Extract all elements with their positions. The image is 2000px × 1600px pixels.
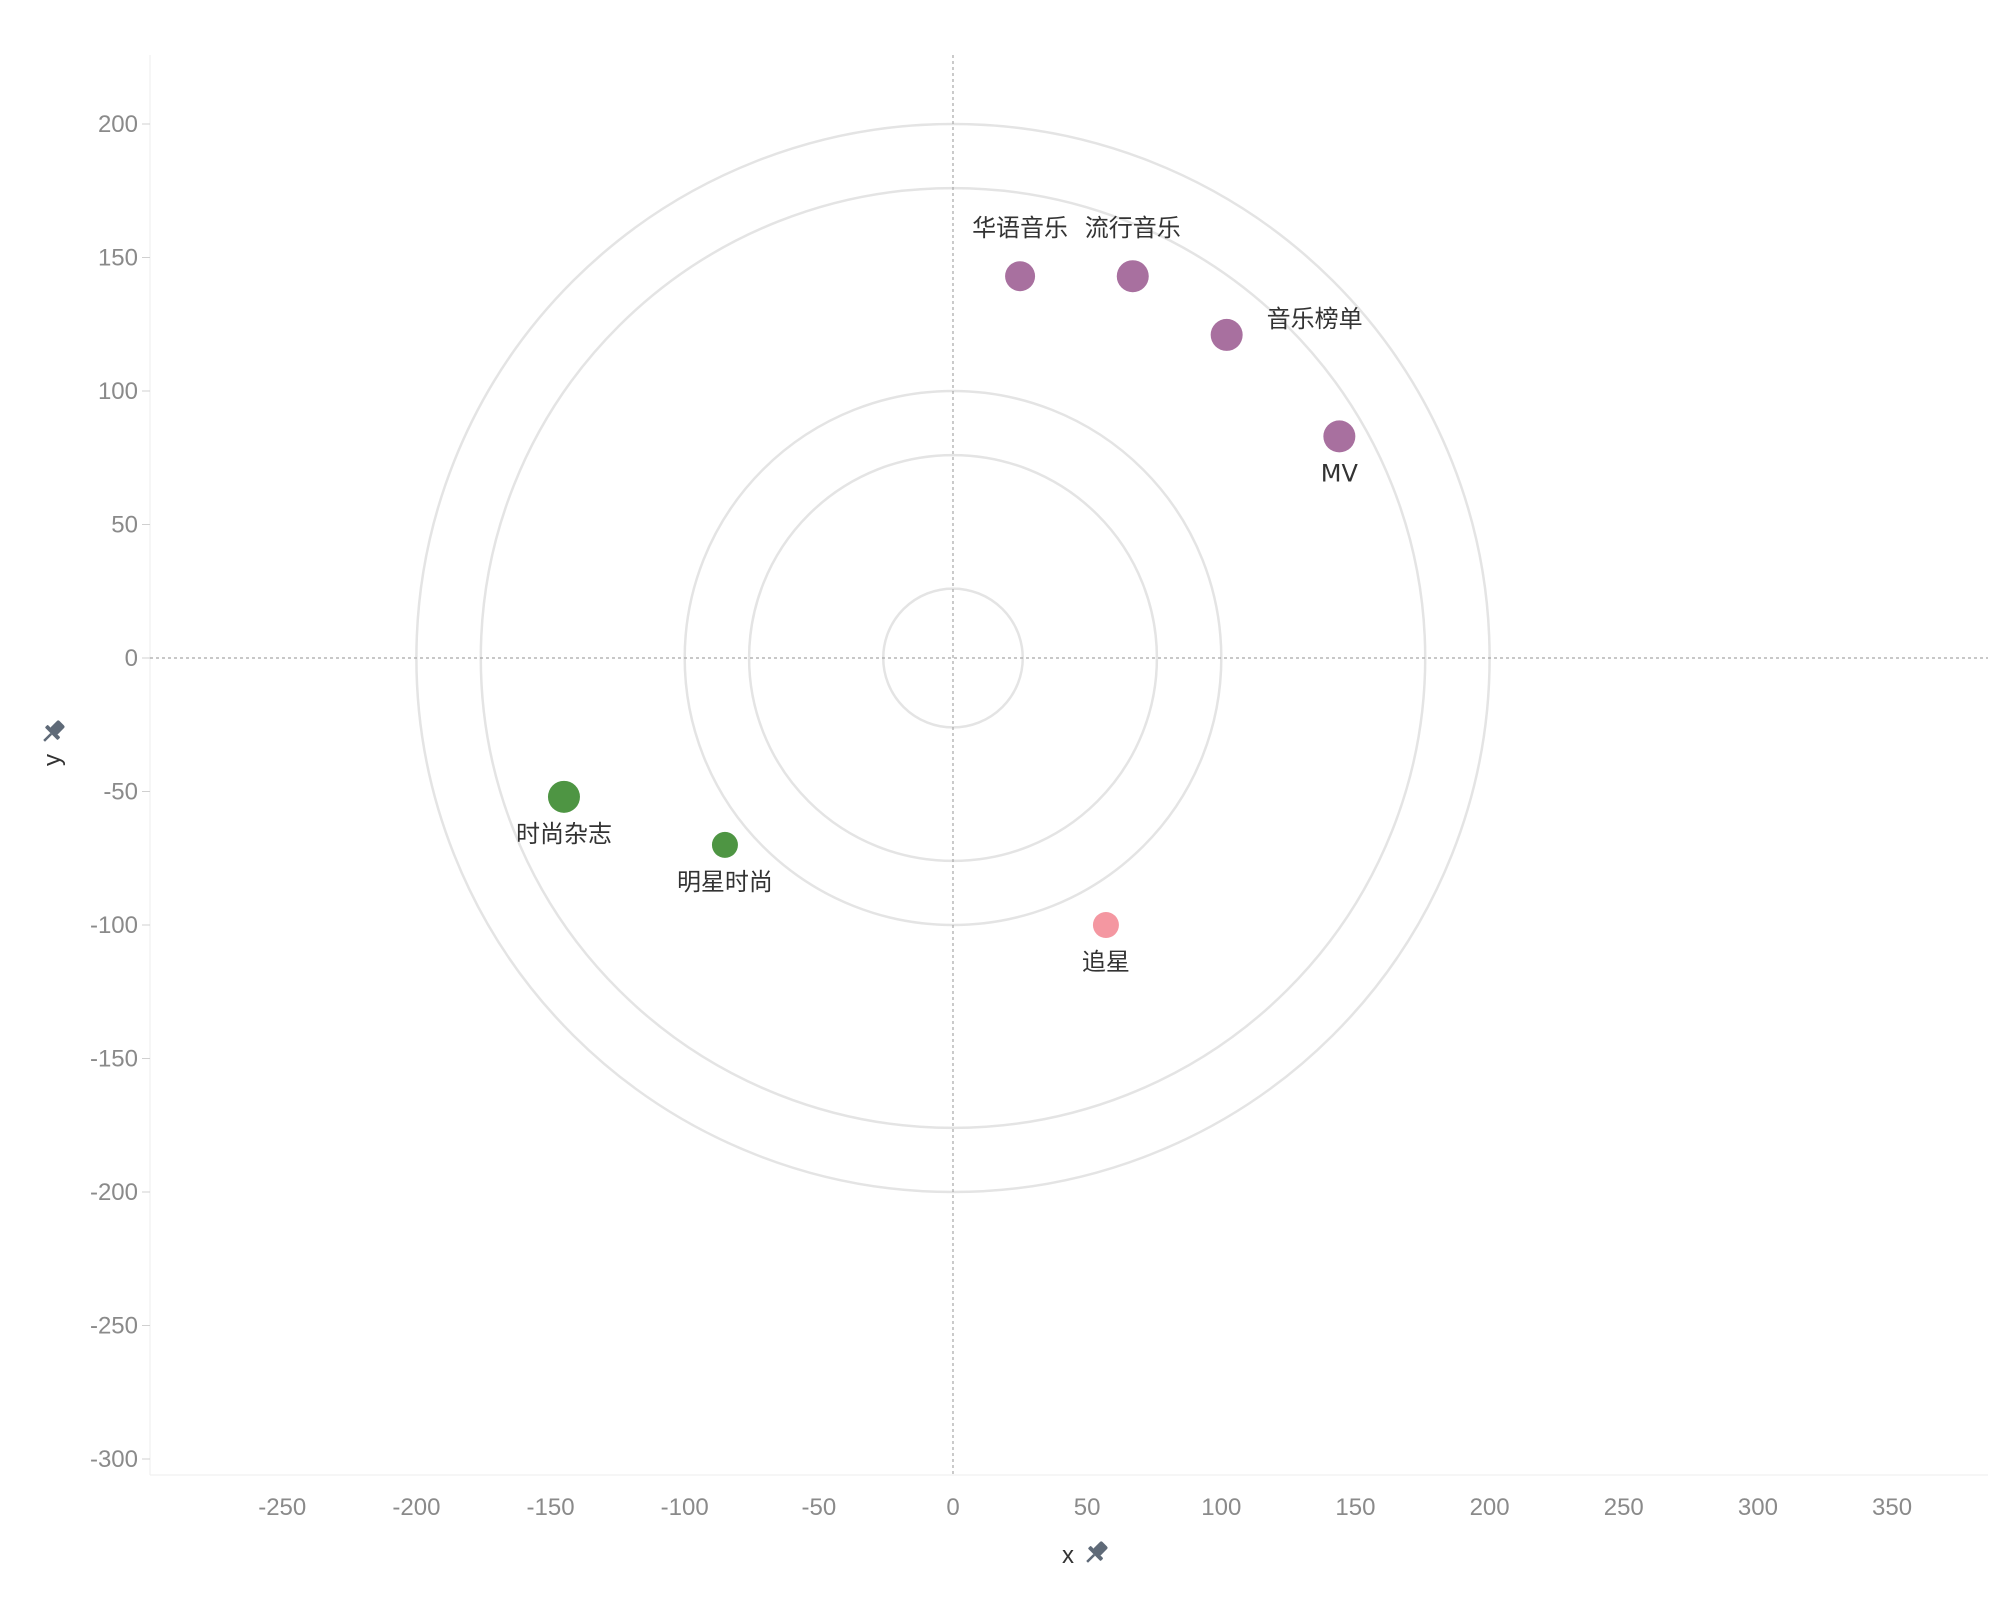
data-label: 时尚杂志 — [516, 820, 612, 848]
y-pin-icon[interactable] — [38, 717, 68, 747]
x-tick-label: 250 — [1604, 1494, 1644, 1521]
x-tick-label: -50 — [802, 1494, 837, 1521]
x-pin-icon[interactable] — [1081, 1538, 1111, 1568]
x-tick-label: 300 — [1738, 1494, 1778, 1521]
x-tick-label: -150 — [527, 1494, 575, 1521]
y-tick-label: -150 — [90, 1046, 138, 1073]
data-label: 明星时尚 — [677, 868, 773, 896]
x-tick-label: 200 — [1470, 1494, 1510, 1521]
x-tick-label: 150 — [1335, 1494, 1375, 1521]
data-point — [1323, 420, 1356, 453]
data-label: 华语音乐 — [972, 214, 1068, 242]
axis-ticks: -250 -200 -150 -100 -50 0 50 100 150 200 250 300 350… — [90, 111, 1912, 1521]
data-label: 音乐榜单 — [1267, 305, 1363, 333]
y-tick-label: 150 — [98, 245, 138, 272]
y-tick-label: 200 — [98, 111, 138, 138]
y-tick-label: -200 — [90, 1179, 138, 1206]
x-tick-label: 0 — [946, 1494, 959, 1521]
data-point — [1116, 260, 1149, 293]
reference-lines — [150, 55, 1988, 1475]
y-axis-title: y — [39, 754, 66, 766]
y-tick-label: 0 — [125, 645, 138, 672]
data-point — [1005, 261, 1036, 292]
y-tick-label: -300 — [90, 1446, 138, 1473]
x-tick-label: -100 — [661, 1494, 709, 1521]
y-tick-label: -100 — [90, 912, 138, 939]
plot-frame — [149, 55, 1988, 1476]
y-tick-label: 100 — [98, 378, 138, 405]
y-tick-label: 50 — [111, 512, 138, 539]
data-point — [547, 780, 580, 813]
x-tick-label: 350 — [1872, 1494, 1912, 1521]
data-label: MV — [1321, 459, 1359, 487]
x-axis-title: x — [1062, 1542, 1074, 1569]
x-tick-label: -200 — [392, 1494, 440, 1521]
data-label: 流行音乐 — [1085, 214, 1181, 242]
data-point — [1210, 318, 1243, 351]
y-tick-label: -250 — [90, 1313, 138, 1340]
data-label: 追星 — [1082, 948, 1130, 976]
y-tick-label: -50 — [103, 779, 138, 806]
data-point — [711, 831, 738, 858]
x-tick-label: 50 — [1074, 1494, 1101, 1521]
x-tick-label: 100 — [1201, 1494, 1241, 1521]
x-tick-label: -250 — [258, 1494, 306, 1521]
data-point — [1092, 912, 1119, 938]
